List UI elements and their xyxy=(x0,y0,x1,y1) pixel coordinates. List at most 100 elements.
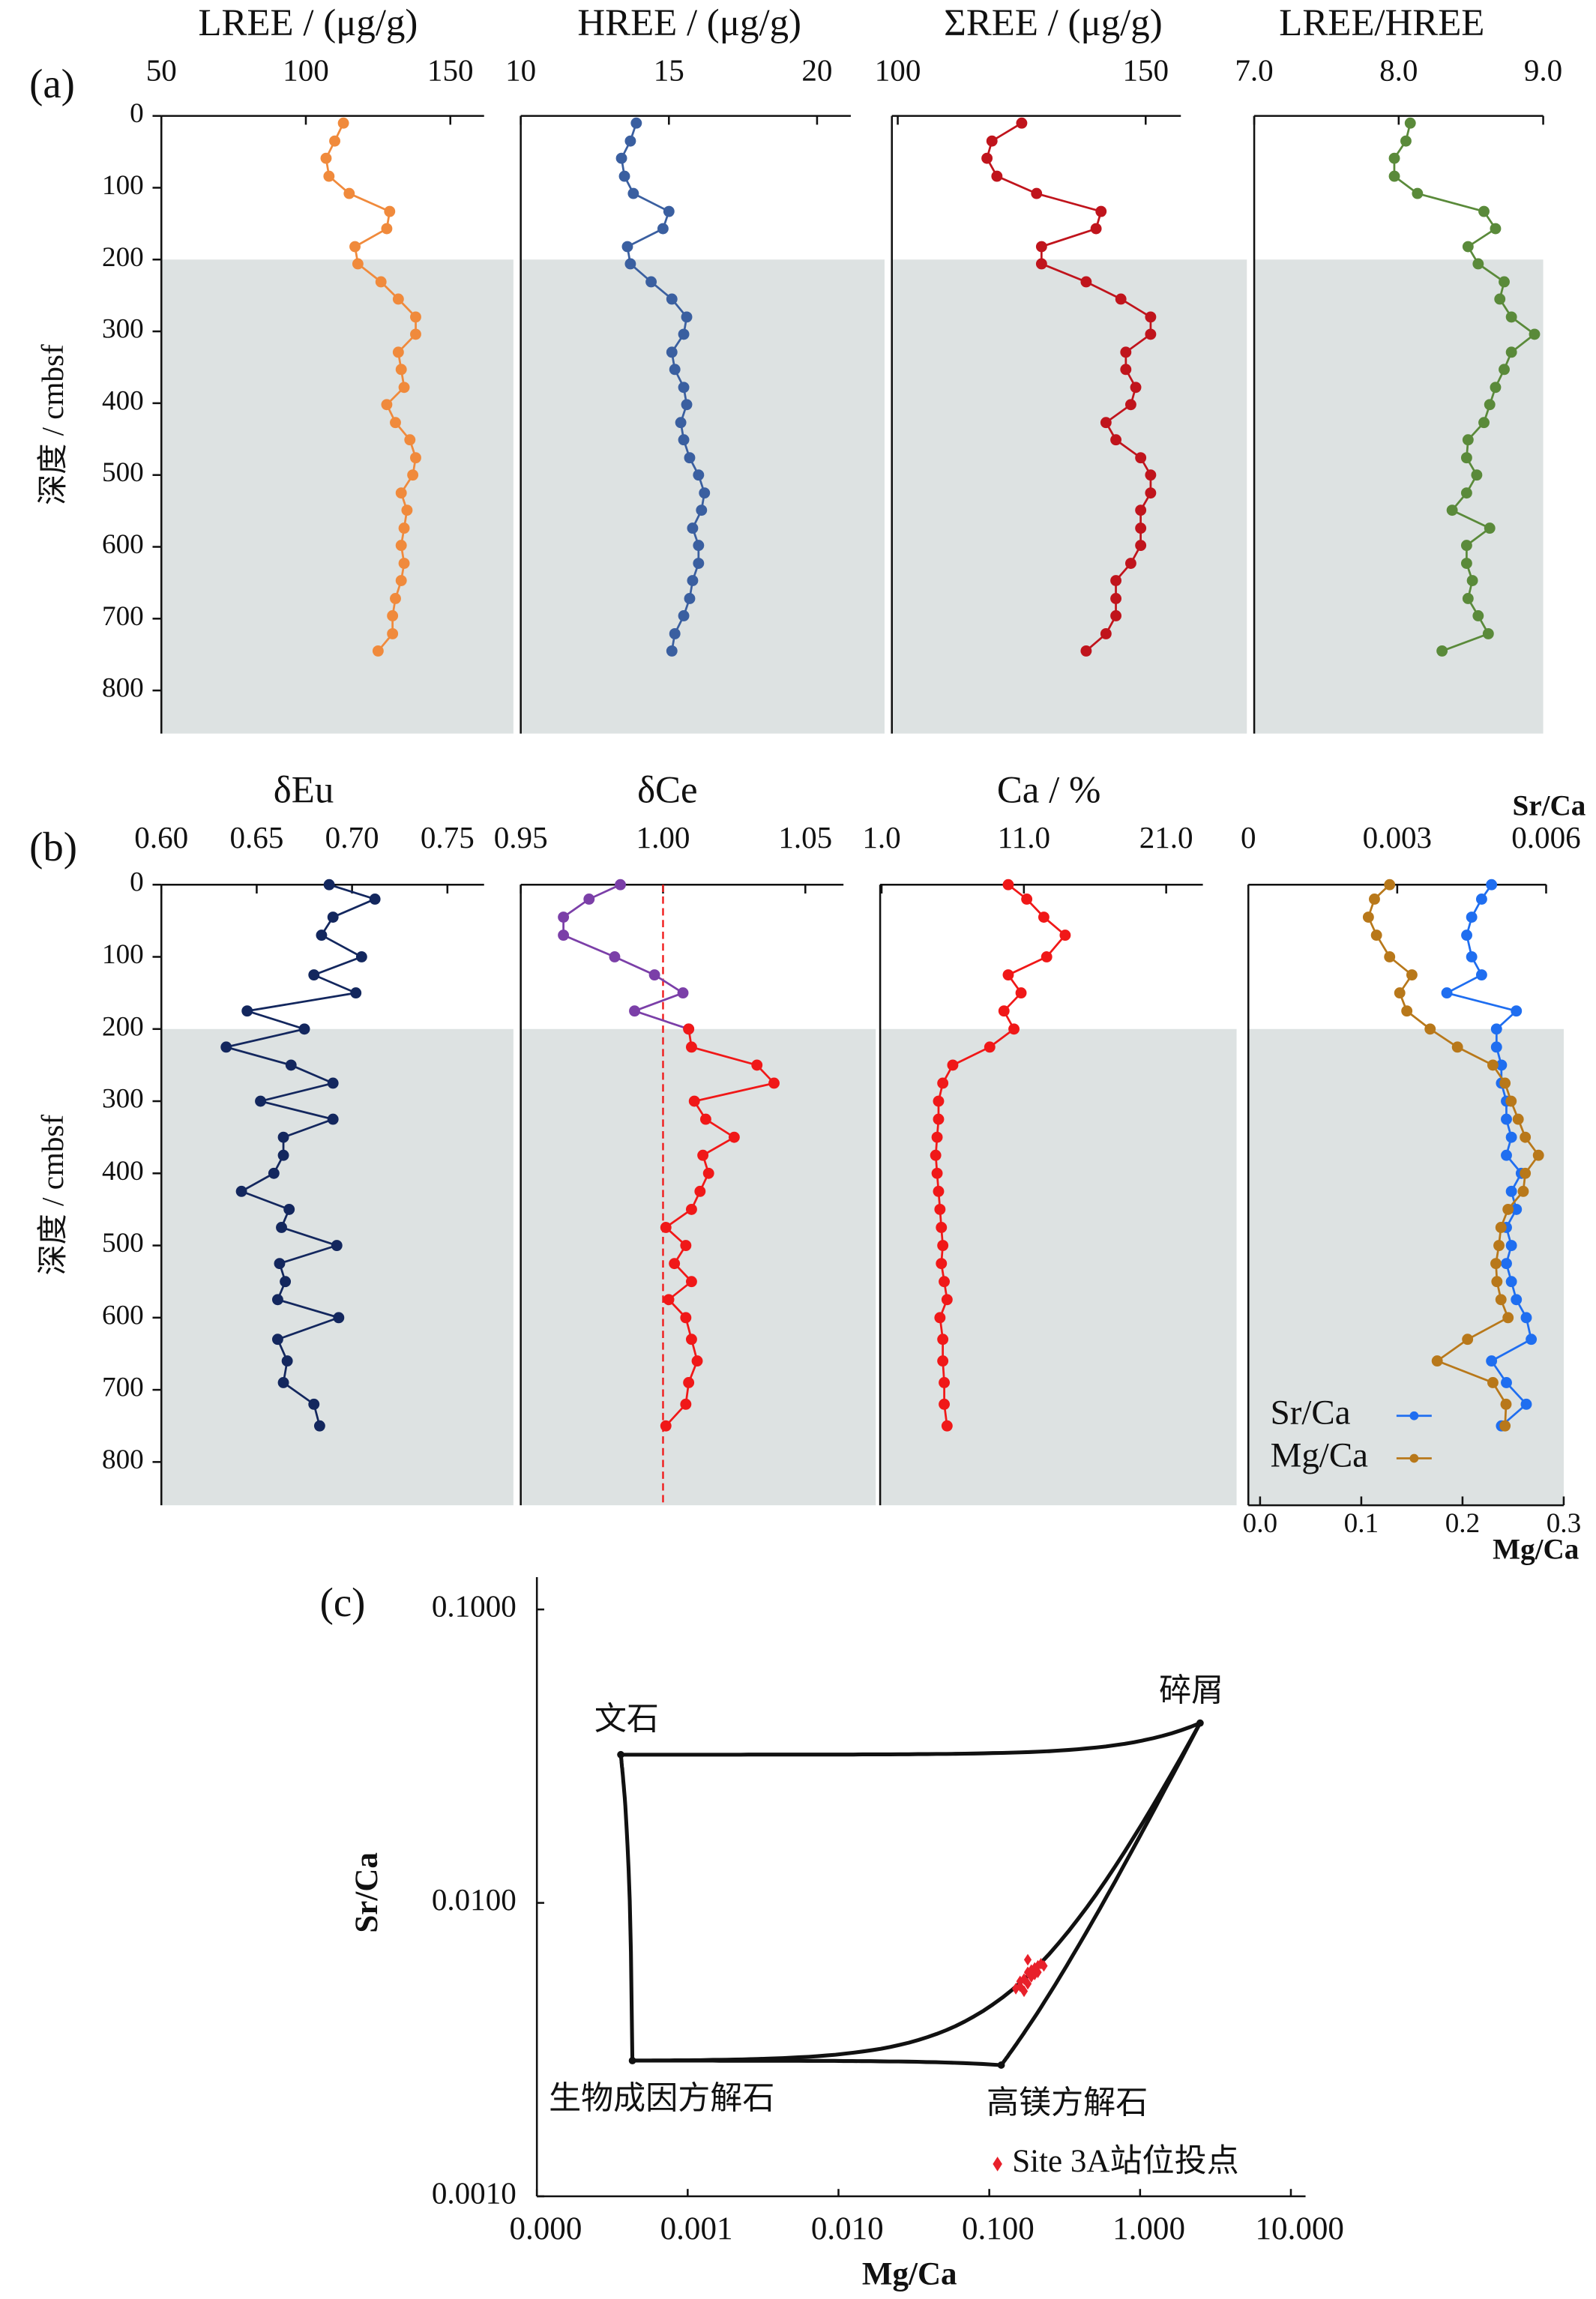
y-tick-label: 500 xyxy=(102,1228,144,1259)
data-point xyxy=(627,187,639,199)
x-tick-label: 0.0 xyxy=(1243,1508,1277,1539)
panel-label: (c) xyxy=(320,1579,366,1625)
data-point xyxy=(694,1185,706,1197)
data-point xyxy=(398,558,410,569)
panel-title: δEu xyxy=(274,770,334,812)
data-point xyxy=(387,628,399,639)
data-point xyxy=(1130,382,1142,394)
data-point xyxy=(255,1095,266,1107)
data-point xyxy=(680,1240,692,1252)
data-point xyxy=(1451,1041,1463,1053)
data-point xyxy=(1016,117,1028,129)
data-point xyxy=(933,1095,945,1107)
data-point xyxy=(984,1041,996,1053)
shaded-zone xyxy=(161,1028,514,1506)
data-point xyxy=(375,276,387,288)
data-point xyxy=(1478,417,1490,429)
data-point xyxy=(937,1077,949,1089)
data-point xyxy=(728,1131,740,1143)
data-point xyxy=(1059,929,1071,941)
data-point xyxy=(1135,504,1147,516)
data-point xyxy=(1461,929,1472,941)
data-point xyxy=(688,1095,700,1107)
data-point xyxy=(930,1149,942,1161)
data-point xyxy=(1496,1059,1508,1071)
x-tick-label: 0.75 xyxy=(421,820,475,855)
data-point xyxy=(1490,1023,1502,1035)
panel-title: δCe xyxy=(637,770,697,812)
panel-title: Ca / % xyxy=(997,770,1100,812)
data-point xyxy=(401,504,413,516)
data-point xyxy=(681,311,693,323)
data-point xyxy=(1487,1059,1499,1071)
data-point xyxy=(684,452,696,464)
data-point xyxy=(355,951,367,962)
y-tick-label: 700 xyxy=(102,1373,144,1403)
data-point xyxy=(991,170,1003,182)
data-point xyxy=(1394,987,1406,999)
data-point xyxy=(1401,1005,1413,1017)
data-point xyxy=(618,170,630,182)
data-point xyxy=(271,1334,283,1346)
data-point xyxy=(660,1222,672,1233)
data-point xyxy=(398,382,410,394)
data-point xyxy=(1120,346,1132,358)
data-point xyxy=(669,1258,681,1270)
data-point xyxy=(936,1222,948,1233)
shaded-zone xyxy=(891,259,1247,734)
endmember-point xyxy=(628,2057,636,2064)
x-tick-label: 50 xyxy=(146,52,177,87)
data-point xyxy=(680,1398,692,1410)
x-tick-label: 0.2 xyxy=(1445,1508,1480,1539)
data-point xyxy=(645,276,657,288)
data-point xyxy=(398,522,410,534)
data-point xyxy=(1388,170,1400,182)
data-point xyxy=(220,1041,232,1053)
legend-swatch xyxy=(993,2157,1002,2172)
data-point xyxy=(1124,399,1136,411)
data-point xyxy=(1490,1041,1502,1053)
data-point xyxy=(1135,540,1147,552)
data-point xyxy=(1021,894,1033,905)
data-point xyxy=(1400,135,1412,147)
data-point xyxy=(1502,1312,1514,1324)
data-point xyxy=(327,1113,339,1125)
data-point xyxy=(678,434,690,446)
data-point xyxy=(1475,894,1487,905)
y-tick-label: 800 xyxy=(102,1444,144,1475)
endmember-label: 生物成因方解石 xyxy=(549,2082,774,2117)
x-tick-label: 100 xyxy=(875,52,921,87)
data-point xyxy=(1517,1185,1529,1197)
data-point xyxy=(678,328,690,340)
scatter-point xyxy=(1027,1971,1035,1983)
data-point xyxy=(1145,328,1157,340)
data-point xyxy=(702,1167,714,1179)
data-point xyxy=(696,504,708,516)
data-point xyxy=(691,1355,703,1367)
shaded-zone xyxy=(161,259,514,734)
y-axis-title: Sr/Ca xyxy=(349,1852,385,1933)
data-point xyxy=(1095,205,1107,217)
data-point xyxy=(657,223,669,235)
data-point xyxy=(678,610,690,621)
data-point xyxy=(271,1294,283,1306)
data-point xyxy=(1466,575,1478,586)
data-point xyxy=(697,1149,709,1161)
data-point xyxy=(277,1377,289,1388)
data-point xyxy=(684,593,696,604)
panel-title: LREE/HREE xyxy=(1279,2,1484,44)
data-point xyxy=(1472,258,1484,270)
data-point xyxy=(1120,364,1132,376)
data-point xyxy=(933,1185,945,1197)
data-point xyxy=(1520,1167,1532,1179)
y-tick-label: 100 xyxy=(102,170,144,201)
data-point xyxy=(751,1059,763,1071)
data-point xyxy=(1490,1258,1502,1270)
scatter-point xyxy=(1040,1959,1048,1972)
panel-title: LREE / (μg/g) xyxy=(198,2,418,44)
x-tick-label: 0.1 xyxy=(1344,1508,1379,1539)
data-point xyxy=(934,1312,946,1324)
data-point xyxy=(337,117,349,129)
data-point xyxy=(1462,593,1474,604)
data-point xyxy=(1487,1377,1499,1388)
